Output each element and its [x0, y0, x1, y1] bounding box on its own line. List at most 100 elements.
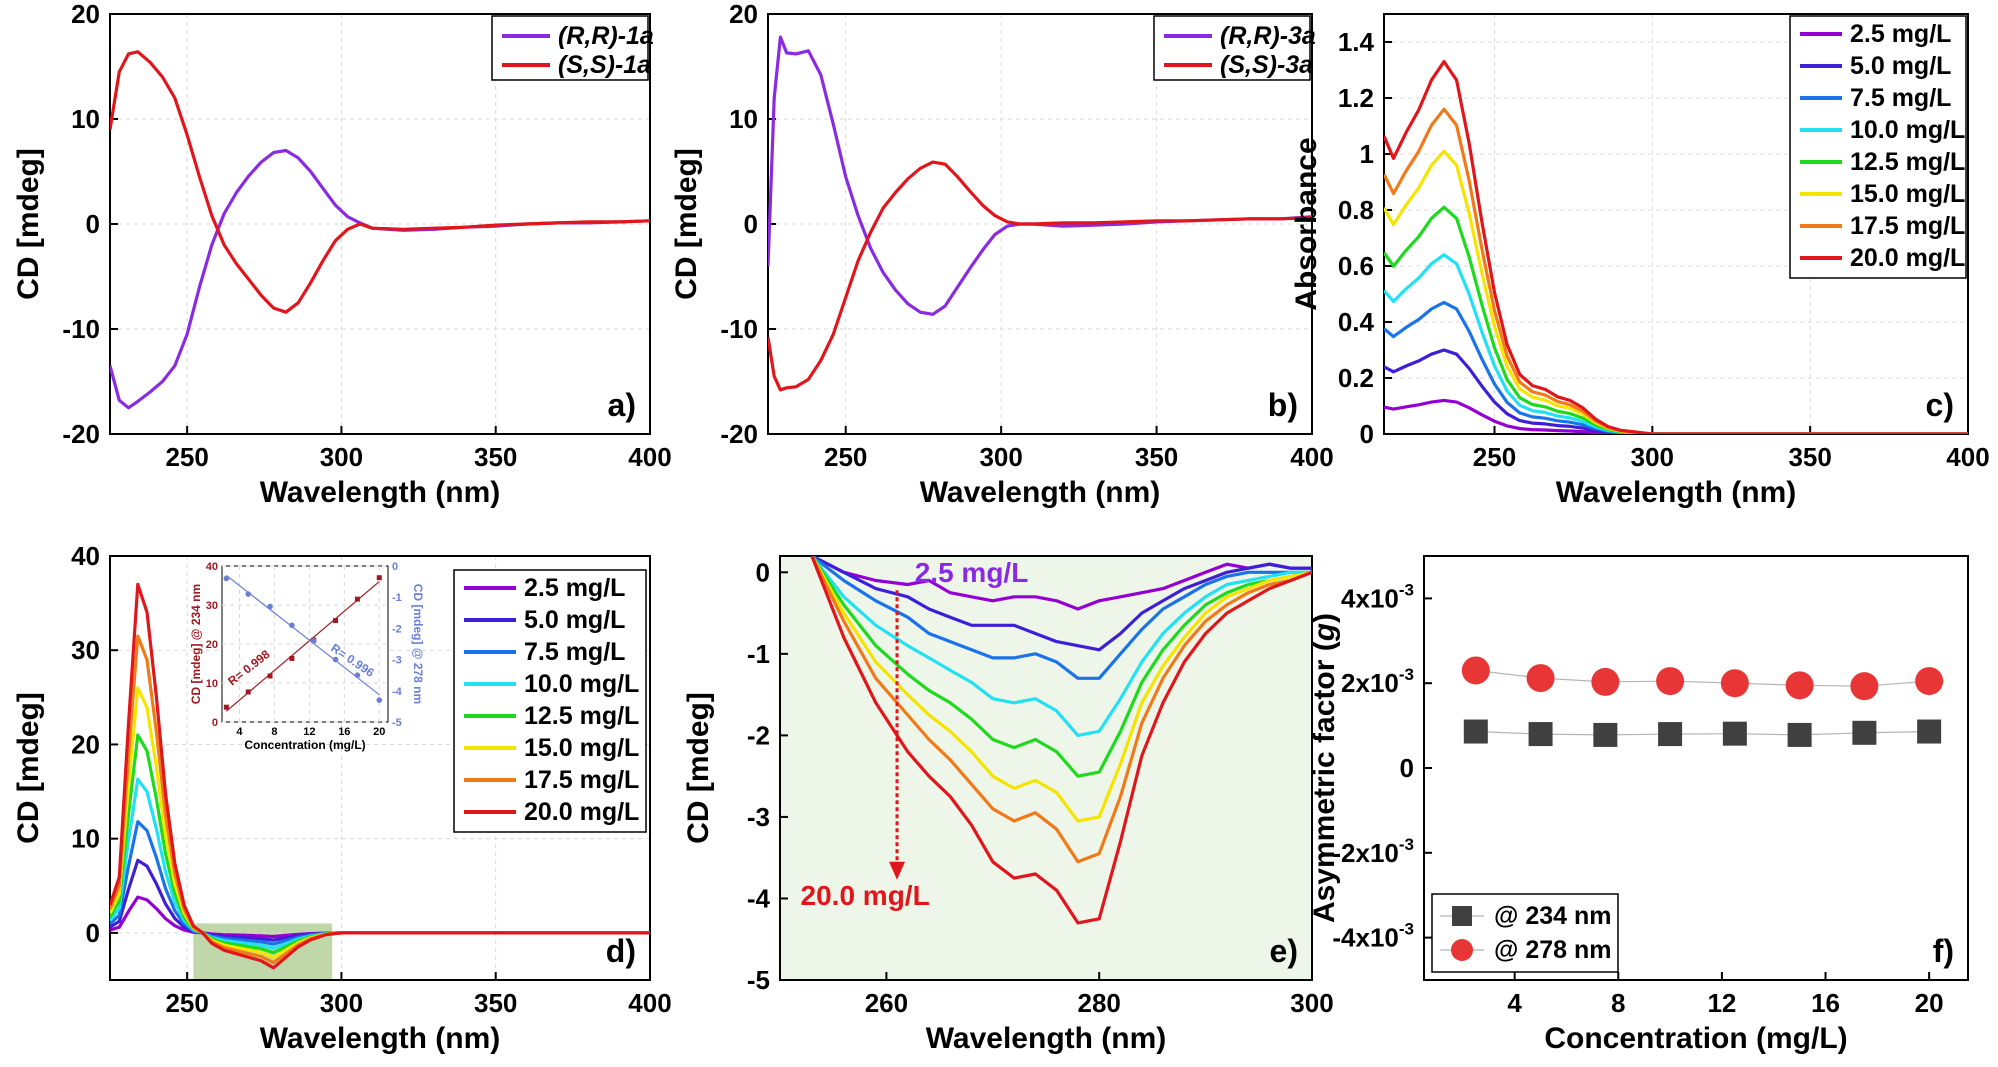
y-tick-label: 10 — [729, 104, 758, 134]
panel-e: 260 280 300 0 -1 -2 -3 -4 -5 Wavelength (nm) CD [m… — [682, 555, 1334, 1055]
data-point-circle — [1785, 671, 1814, 700]
series-line — [110, 582, 650, 970]
x-tick-label: 250 — [165, 442, 208, 472]
series-line — [810, 556, 1312, 864]
data-point-square — [1852, 720, 1877, 745]
data-point-square — [1787, 722, 1812, 747]
y-axis-title-g: g — [1308, 623, 1341, 642]
x-tick-label: 300 — [1631, 442, 1674, 472]
legend-label: (S,S)-1a — [558, 51, 651, 79]
y-tick-mantissa: 0 — [1400, 753, 1414, 783]
panel-b: 250 300 350 400 -20 -10 0 10 20 Wavelength (nm) CD… — [670, 0, 1334, 509]
inset-right-y-title: CD [mdeg] @ 278 nm — [411, 584, 425, 704]
legend-label: 20.0 mg/L — [1850, 244, 1965, 272]
inset-point — [332, 656, 339, 663]
y-tick-label: 40 — [71, 541, 100, 571]
series-line — [1384, 253, 1968, 434]
y-tick-label: 0 — [756, 557, 770, 587]
series-line — [110, 50, 650, 314]
x-tick-label: 250 — [824, 442, 867, 472]
legend-label: 12.5 mg/L — [1850, 148, 1965, 176]
x-tick-label: 350 — [1135, 442, 1178, 472]
legend-label: (R,R)-3a — [1220, 22, 1316, 50]
legend-label: (S,S)-3a — [1220, 51, 1313, 79]
data-point-square — [1917, 719, 1942, 744]
legend-marker-circle — [1451, 939, 1473, 961]
x-tick-label: 20 — [1915, 988, 1944, 1018]
x-axis-title: Wavelength (nm) — [920, 476, 1161, 509]
y-tick-label: 0.2 — [1338, 363, 1374, 393]
data-point-circle — [1915, 667, 1944, 696]
inset-right-tick-label: -2 — [392, 623, 402, 635]
x-tick-label: 250 — [1473, 442, 1516, 472]
inset-fit-line — [225, 574, 380, 696]
panel-a: 250 300 350 400 -20 -10 0 10 20 Wavelength (nm) CD… — [12, 0, 672, 509]
x-tick-label: 400 — [1290, 442, 1333, 472]
inset-fit-line — [225, 581, 380, 712]
y-tick-label: 4x10-3 — [1341, 580, 1414, 613]
legend-label: 2.5 mg/L — [1850, 20, 1951, 48]
y-tick-label: -10 — [720, 314, 758, 344]
y-tick-label: 2x10-3 — [1341, 665, 1414, 698]
legend-label: 15.0 mg/L — [524, 734, 639, 762]
inset-point — [354, 596, 360, 602]
legend-box — [1153, 15, 1311, 81]
y-tick-mantissa: 2x10 — [1341, 668, 1399, 698]
legend-label: 17.5 mg/L — [524, 766, 639, 794]
inset-right-tick-label: -3 — [392, 655, 402, 667]
data-point-circle — [1526, 664, 1555, 693]
legend-label: 12.5 mg/L — [524, 702, 639, 730]
data-point-square — [1463, 719, 1488, 744]
inset-left-tick-label: 10 — [206, 678, 218, 690]
series-line — [810, 556, 1312, 925]
y-axis-title: Asymmetric factor (g) — [1308, 613, 1341, 923]
x-tick-label: 350 — [474, 988, 517, 1018]
inset-point — [376, 575, 382, 581]
data-point-circle — [1850, 672, 1879, 701]
data-point-circle — [1461, 656, 1490, 685]
panel-letter: e) — [1270, 933, 1298, 969]
inset-x-tick-label: 8 — [271, 726, 277, 738]
inset-left-tick-label: 0 — [212, 717, 218, 729]
data-point-circle — [1591, 667, 1620, 696]
x-axis-title: Concentration (mg/L) — [1544, 1022, 1847, 1055]
y-tick-label: 0.6 — [1338, 251, 1374, 281]
y-tick-label: 1.4 — [1338, 27, 1375, 57]
x-axis-title: Wavelength (nm) — [926, 1022, 1167, 1055]
inset-point — [333, 618, 339, 624]
y-tick-label: 0 — [86, 209, 100, 239]
legend-label: 5.0 mg/L — [1850, 52, 1951, 80]
inset-x-tick-label: 4 — [236, 726, 243, 738]
y-tick-label: -2 — [747, 720, 770, 750]
inset-point — [223, 575, 230, 582]
inset-left-tick-label: 20 — [206, 639, 218, 651]
y-tick-label: -5 — [747, 965, 770, 995]
annotation-bottom: 20.0 mg/L — [801, 880, 930, 911]
y-tick-exponent: -3 — [1399, 835, 1414, 854]
inset-right-tick-label: -4 — [392, 686, 403, 698]
x-tick-label: 260 — [865, 988, 908, 1018]
panel-letter: c) — [1926, 387, 1954, 423]
y-tick-label: 0 — [744, 209, 758, 239]
y-tick-label: 20 — [729, 0, 758, 29]
x-tick-label: 350 — [474, 442, 517, 472]
y-tick-mantissa: -2x10 — [1332, 838, 1399, 868]
y-tick-mantissa: -4x10 — [1332, 923, 1399, 953]
y-tick-label: 10 — [71, 104, 100, 134]
y-tick-label: -10 — [62, 314, 100, 344]
legend-label: 5.0 mg/L — [524, 606, 625, 634]
series-line — [810, 556, 1312, 823]
panel-letter: f) — [1933, 933, 1954, 969]
data-point-square — [1658, 722, 1683, 747]
y-tick-label: 1.2 — [1338, 83, 1374, 113]
data-point-square — [1528, 722, 1553, 747]
y-tick-exponent: -3 — [1399, 580, 1414, 599]
series-line — [811, 556, 1312, 652]
inset-right-tick-label: -1 — [392, 592, 402, 604]
y-tick-label: -4x10-3 — [1332, 920, 1414, 953]
inset-point — [376, 697, 383, 703]
series-line — [110, 148, 650, 410]
